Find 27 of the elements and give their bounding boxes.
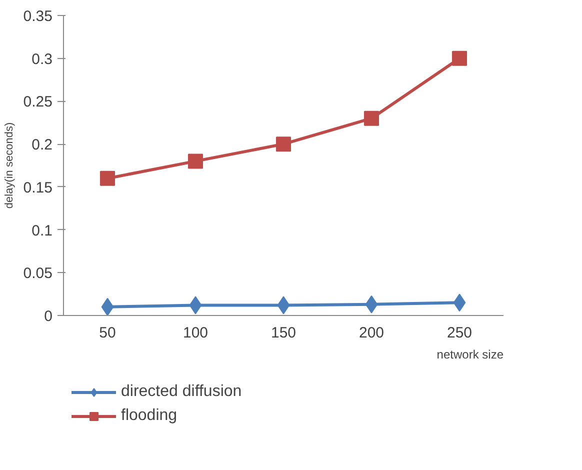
point [277, 296, 290, 314]
x-tick-label: 100 [182, 324, 208, 342]
x-tick-label: 50 [99, 324, 116, 342]
point [101, 298, 114, 316]
y-axis-title: delay(in seconds) [3, 122, 16, 209]
x-tick-label: 250 [446, 324, 472, 342]
point [364, 110, 379, 126]
y-tick-label: 0.15 [23, 179, 53, 196]
x-tick-label: 150 [270, 324, 296, 342]
y-tick-label: 0 [44, 308, 52, 325]
y-tick-label: 0.1 [32, 222, 53, 240]
x-axis-title: network size [436, 348, 504, 362]
legend-label: directed diffusion [121, 383, 242, 401]
y-tick-label: 0.2 [32, 136, 53, 154]
y-tick-label: 0.25 [23, 94, 53, 111]
point [100, 170, 115, 186]
point [453, 294, 466, 312]
point [365, 295, 378, 314]
y-tick-label: 0.3 [32, 50, 53, 68]
y-tick-label: 0.35 [23, 8, 53, 25]
point [188, 154, 203, 169]
legend-label: flooding [121, 407, 178, 425]
point [276, 136, 291, 152]
y-tick-label: 0.05 [23, 265, 53, 282]
point [189, 296, 202, 314]
point [452, 50, 467, 66]
x-tick-label: 200 [358, 324, 384, 342]
